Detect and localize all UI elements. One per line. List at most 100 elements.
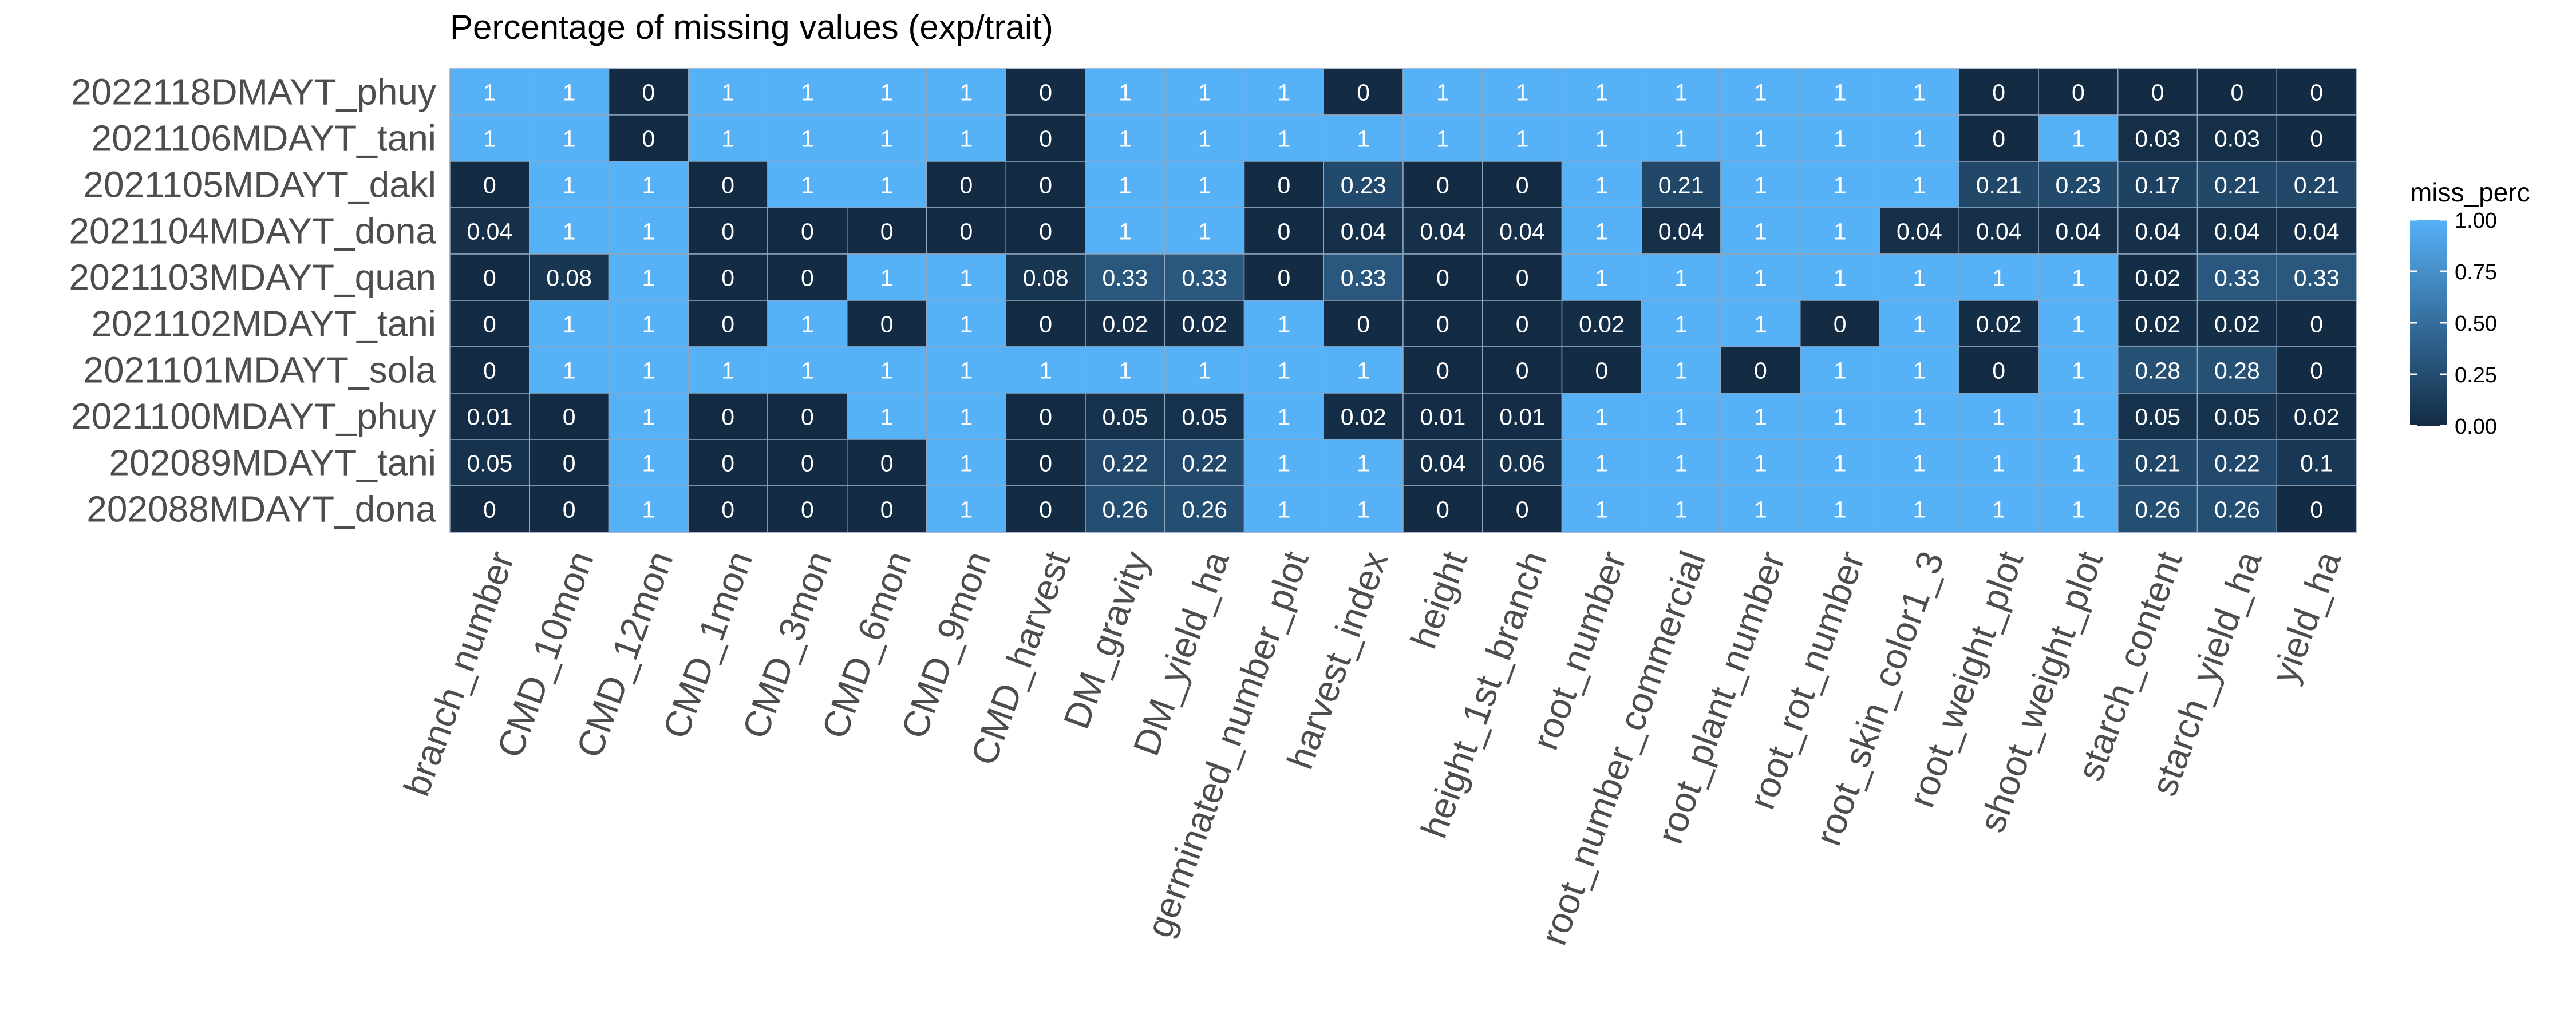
cell-value-label: 1 (1039, 358, 1052, 384)
heatmap-cell (2196, 68, 2277, 116)
cell-value-label: 1 (483, 80, 496, 106)
cell-value-label: 0 (2310, 311, 2323, 338)
cell-value-label: 0.04 (1658, 219, 1704, 245)
cell-value-label: 1 (1834, 497, 1847, 523)
cell-value-label: 1 (1913, 497, 1926, 523)
heatmap-cell (926, 300, 1006, 347)
cell-value-label: 0 (721, 450, 734, 477)
heatmap-cell (608, 114, 689, 162)
heatmap-cell (1164, 68, 1245, 116)
legend-tick-label: 0.25 (2455, 363, 2497, 387)
cell-value-label: 0 (959, 219, 973, 245)
heatmap-cell (1482, 346, 1563, 394)
heatmap-cell (1243, 485, 1324, 533)
cell-value-label: 1 (721, 126, 734, 152)
cell-value-label: 1 (1674, 358, 1688, 384)
heatmap-cell (1958, 346, 2039, 394)
heatmap-cell (688, 393, 768, 440)
heatmap-cell (1720, 253, 1801, 301)
column-labels: branch_numberCMD_10monCMD_12monCMD_1monC… (396, 546, 2349, 950)
heatmap-cell (1482, 68, 1563, 116)
legend-title: miss_perc (2410, 177, 2530, 207)
cell-value-label: 0 (1516, 172, 1529, 199)
cell-value-label: 0 (1436, 358, 1449, 384)
heatmap-cell (1720, 439, 1801, 486)
cell-value-label: 0.23 (2055, 172, 2101, 199)
cell-value-label: 0 (2072, 80, 2085, 106)
heatmap-cell (1243, 300, 1324, 347)
cell-value-label: 1 (1992, 265, 2005, 291)
heatmap-cell (1164, 485, 1245, 533)
cell-value-label: 0.23 (1341, 172, 1386, 199)
cell-value-label: 1 (1834, 358, 1847, 384)
heatmap-cell (2196, 346, 2277, 394)
cell-value-label: 0 (880, 219, 894, 245)
heatmap-cell (847, 68, 927, 116)
cell-value-label: 1 (1913, 404, 1926, 430)
heatmap-cell (767, 393, 848, 440)
cell-value-label: 1 (1119, 219, 1132, 245)
cell-value-label: 0 (1834, 311, 1847, 338)
cell-value-label: 1 (1357, 358, 1370, 384)
cell-value-label: 1 (801, 126, 814, 152)
cell-value-label: 0 (2310, 126, 2323, 152)
cell-value-label: 0 (1357, 80, 1370, 106)
cell-value-label: 1 (483, 126, 496, 152)
cell-value-label: 0.04 (1976, 219, 2022, 245)
row-labels: 2022118DMAYT_phuy 2021106MDAYT_tani 202110… (69, 72, 436, 530)
heatmap-cell (2276, 161, 2357, 208)
heatmap-cell (2276, 485, 2357, 533)
cell-value-label: 0.05 (467, 450, 512, 477)
heatmap-cell (767, 161, 848, 208)
heatmap-cell (926, 393, 1006, 440)
cell-value-label: 1 (642, 311, 655, 338)
heatmap-cell (1641, 485, 1721, 533)
cell-value-label: 0 (563, 450, 576, 477)
heatmap-cell (2196, 253, 2277, 301)
heatmap-cell (1958, 161, 2039, 208)
heatmap-cell (608, 485, 689, 533)
heatmap-cell (2276, 114, 2357, 162)
cell-value-label: 1 (1992, 404, 2005, 430)
heatmap-cell (1879, 114, 1959, 162)
heatmap-cell (1323, 346, 1404, 394)
cell-value-label: 0 (721, 219, 734, 245)
heatmap-cell (767, 114, 848, 162)
heatmap-cell (1641, 114, 1721, 162)
heatmap-cell (608, 439, 689, 486)
heatmap-cell (1958, 439, 2039, 486)
cell-value-label: 0.08 (546, 265, 592, 291)
heatmap-cell (1005, 161, 1086, 208)
heatmap-cell (2117, 253, 2198, 301)
cell-value-label: 0.02 (1341, 404, 1386, 430)
heatmap-cell (449, 114, 530, 162)
cell-value-label: 1 (1913, 126, 1926, 152)
cell-value-label: 1 (1754, 219, 1767, 245)
cell-value-label: 1 (1674, 265, 1688, 291)
cell-value-label: 0 (1039, 450, 1052, 477)
heatmap-cell (1482, 439, 1563, 486)
heatmap-cell (1243, 161, 1324, 208)
heatmap-cell (1402, 114, 1483, 162)
cell-value-label: 1 (1119, 358, 1132, 384)
cell-value-label: 1 (1674, 80, 1688, 106)
heatmap-cell (1243, 393, 1324, 440)
cell-value-label: 1 (1357, 497, 1370, 523)
heatmap-cell (1800, 161, 1880, 208)
heatmap-cell (529, 300, 610, 347)
cell-value-label: 0.28 (2214, 358, 2260, 384)
cell-value-label: 0 (1039, 80, 1052, 106)
cell-value-label: 1 (1834, 172, 1847, 199)
cell-value-label: 0 (2151, 80, 2164, 106)
heatmap-cell (2117, 346, 2198, 394)
heatmap-cell (847, 346, 927, 394)
row-label: 2021106MDAYT_tani (92, 118, 436, 159)
cell-value-label: 1 (1277, 126, 1290, 152)
heatmap-cell (847, 161, 927, 208)
cell-value-label: 0.02 (2135, 311, 2180, 338)
cell-value-label: 0 (483, 497, 496, 523)
heatmap-cell (1958, 485, 2039, 533)
cell-value-label: 0 (1436, 311, 1449, 338)
heatmap-cell (1800, 300, 1880, 347)
